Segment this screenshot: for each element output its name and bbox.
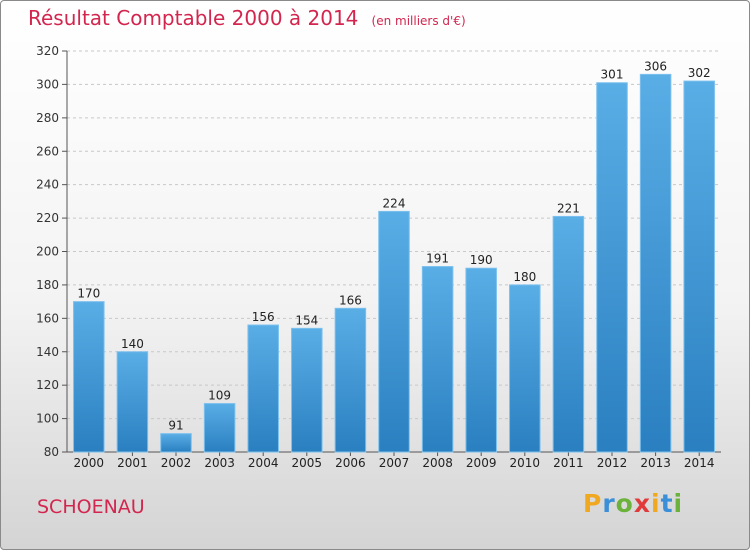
x-tick-label: 2012	[597, 456, 628, 470]
x-tick-label: 2006	[335, 456, 366, 470]
x-tick-label: 2000	[74, 456, 105, 470]
x-tick-label: 2011	[553, 456, 584, 470]
y-tick-label: 80	[44, 445, 59, 459]
commune-name: SCHOENAU	[37, 496, 145, 518]
data-label: 180	[513, 270, 536, 284]
bar	[116, 351, 149, 453]
bar	[291, 327, 323, 453]
chart-title: Résultat Comptable 2000 à 2014	[28, 6, 359, 30]
bar	[465, 267, 497, 453]
x-tick-label: 2005	[292, 456, 323, 470]
chart-title-block: Résultat Comptable 2000 à 2014 (en milli…	[28, 6, 466, 30]
y-tick-label: 160	[36, 311, 59, 325]
data-label: 221	[557, 201, 580, 215]
x-tick-label: 2002	[161, 456, 192, 470]
y-tick-label: 260	[36, 144, 59, 158]
bar	[334, 307, 367, 453]
logo-letter: i	[673, 489, 684, 518]
x-tick-label: 2010	[510, 456, 541, 470]
data-label: 166	[339, 293, 362, 307]
logo-letter: P	[583, 489, 603, 518]
y-tick-label: 320	[36, 44, 59, 58]
bar	[73, 301, 105, 453]
logo-letter: r	[602, 489, 616, 518]
y-tick-label: 240	[36, 178, 59, 192]
labels: 170 2000 140 2001 91 2002 109 2003 156 2004 154 200…	[74, 59, 715, 470]
bar	[639, 73, 672, 453]
logo-letter: i	[651, 489, 661, 518]
logo-letter: o	[615, 489, 634, 518]
x-tick-label: 2013	[640, 456, 671, 470]
data-label: 306	[644, 59, 667, 73]
y-tick-label: 220	[36, 211, 59, 225]
x-tick-label: 2007	[379, 456, 410, 470]
x-tick-label: 2001	[117, 456, 148, 470]
data-label: 154	[295, 313, 318, 327]
logo-letter: x	[633, 489, 651, 518]
bar	[378, 210, 410, 453]
bar	[596, 82, 628, 453]
data-label: 156	[252, 310, 275, 324]
bar	[552, 215, 585, 453]
bar	[203, 403, 236, 453]
bars	[73, 73, 715, 453]
x-tick-label: 2003	[204, 456, 235, 470]
proxiti-logo: Proxiti	[583, 489, 683, 518]
x-tick-label: 2004	[248, 456, 279, 470]
chart-subtitle: (en milliers d'€)	[371, 14, 466, 28]
x-tick-label: 2009	[466, 456, 497, 470]
y-tick-label: 200	[36, 245, 59, 259]
data-label: 191	[426, 252, 449, 266]
data-label: 302	[688, 66, 711, 80]
data-label: 224	[383, 196, 406, 210]
bar	[247, 324, 279, 453]
data-label: 190	[470, 253, 493, 267]
logo-letter: t	[660, 489, 674, 518]
y-tick-label: 280	[36, 111, 59, 125]
bar	[509, 284, 541, 453]
data-label: 301	[601, 68, 624, 82]
x-tick-label: 2008	[422, 456, 453, 470]
y-tick-label: 120	[36, 378, 59, 392]
bar	[160, 433, 192, 453]
y-tick-label: 180	[36, 278, 59, 292]
y-tick-label: 140	[36, 345, 59, 359]
y-tick-label: 300	[36, 77, 59, 91]
x-tick-label: 2014	[684, 456, 715, 470]
bar	[421, 266, 454, 453]
data-label: 109	[208, 389, 231, 403]
data-label: 140	[121, 337, 144, 351]
bar	[683, 80, 715, 453]
data-label: 91	[168, 419, 183, 433]
y-tick-label: 100	[36, 412, 59, 426]
data-label: 170	[77, 287, 100, 301]
